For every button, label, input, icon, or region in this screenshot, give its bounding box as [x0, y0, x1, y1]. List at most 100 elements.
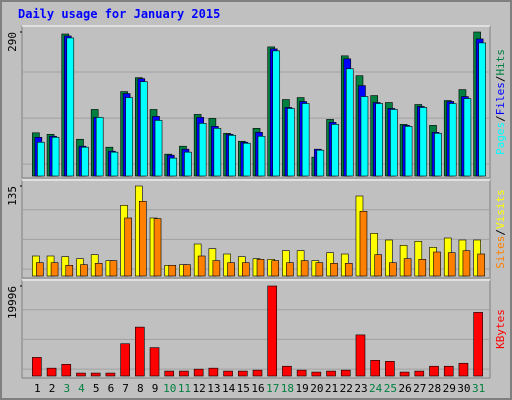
- legend-entry: KBytes: [494, 309, 507, 349]
- bar: [448, 103, 457, 177]
- bar: [36, 262, 44, 277]
- bar: [208, 367, 219, 377]
- bar: [32, 357, 42, 377]
- x-tick-label: 12: [193, 382, 206, 395]
- bar: [374, 254, 382, 277]
- bar: [109, 260, 118, 277]
- legend-separator: /: [494, 115, 507, 122]
- bar: [429, 365, 439, 377]
- bar: [212, 260, 221, 277]
- legend-entry: Hits: [494, 49, 507, 76]
- bar: [242, 142, 251, 177]
- bar: [316, 149, 325, 177]
- chart-title: Daily usage for January 2015: [18, 7, 220, 21]
- bar: [179, 370, 189, 377]
- x-tick-label: 23: [354, 382, 367, 395]
- bar: [389, 262, 397, 277]
- bar: [462, 250, 471, 277]
- y-tick-label: 19996: [6, 286, 19, 319]
- x-tick-label: 17: [266, 382, 279, 395]
- bar: [228, 134, 236, 177]
- bar: [124, 217, 132, 277]
- legend-entry: Files: [494, 82, 507, 115]
- bar: [478, 42, 486, 177]
- bar: [414, 241, 423, 277]
- legend: Pages/Files/Hits: [494, 49, 507, 155]
- x-tick-label: 10: [163, 382, 176, 395]
- x-tick-label: 1: [34, 382, 41, 395]
- bar: [252, 369, 263, 377]
- bar: [340, 369, 351, 377]
- legend: KBytes: [494, 309, 507, 349]
- bar: [418, 259, 427, 277]
- bar: [272, 50, 281, 177]
- bar: [296, 369, 307, 377]
- x-tick-label: 18: [281, 382, 294, 395]
- bar: [463, 98, 472, 177]
- bar: [404, 126, 413, 177]
- legend-entry: Visits: [494, 189, 507, 229]
- bar: [345, 68, 354, 177]
- bar: [330, 263, 338, 277]
- bar: [434, 132, 442, 177]
- bar: [301, 103, 310, 177]
- x-tick-label: 13: [207, 382, 220, 395]
- x-tick-label: 24: [369, 382, 383, 395]
- bar: [154, 120, 163, 177]
- bar: [315, 262, 324, 277]
- bar: [385, 361, 395, 377]
- x-tick-label: 20: [310, 382, 323, 395]
- bar: [61, 363, 72, 377]
- x-tick-label: 25: [384, 382, 397, 395]
- bar: [164, 370, 175, 377]
- x-tick-label: 28: [428, 382, 441, 395]
- bar: [50, 262, 59, 277]
- bar: [105, 372, 116, 377]
- bar: [125, 97, 133, 177]
- bar: [76, 372, 86, 377]
- bar: [390, 109, 398, 177]
- bar: [359, 211, 368, 277]
- x-tick-label: 19: [296, 382, 309, 395]
- bar: [37, 141, 45, 177]
- x-tick-label: 14: [222, 382, 236, 395]
- bar: [399, 371, 410, 377]
- bar: [370, 360, 380, 377]
- bar: [149, 347, 160, 377]
- x-tick-label: 27: [413, 382, 426, 395]
- bar: [360, 96, 369, 177]
- bar: [184, 151, 192, 177]
- bar: [168, 265, 177, 277]
- bar: [46, 367, 57, 377]
- bar: [271, 260, 280, 277]
- bar: [414, 370, 425, 377]
- x-tick-label: 2: [49, 382, 56, 395]
- bar: [197, 255, 206, 277]
- bar: [193, 368, 204, 377]
- bar: [81, 146, 89, 177]
- bar: [153, 218, 162, 277]
- legend-entry: Pages: [494, 122, 507, 155]
- bar: [300, 260, 309, 277]
- bar: [257, 135, 266, 177]
- bar: [473, 312, 483, 377]
- panel: [21, 279, 491, 379]
- x-tick-label: 9: [152, 382, 159, 395]
- bar: [227, 262, 235, 277]
- legend-separator: /: [494, 229, 507, 236]
- bar: [403, 258, 412, 277]
- bar: [110, 151, 119, 177]
- bar: [198, 123, 207, 177]
- bar: [447, 252, 456, 277]
- bar: [237, 370, 248, 377]
- x-tick-label: 22: [340, 382, 353, 395]
- x-tick-label: 30: [457, 382, 470, 395]
- bar: [95, 117, 104, 177]
- x-tick-label: 21: [325, 382, 338, 395]
- y-tick-label: 290: [6, 32, 19, 52]
- bar: [223, 370, 233, 377]
- x-tick-label: 15: [237, 382, 250, 395]
- legend: Sites/Visits: [494, 189, 507, 269]
